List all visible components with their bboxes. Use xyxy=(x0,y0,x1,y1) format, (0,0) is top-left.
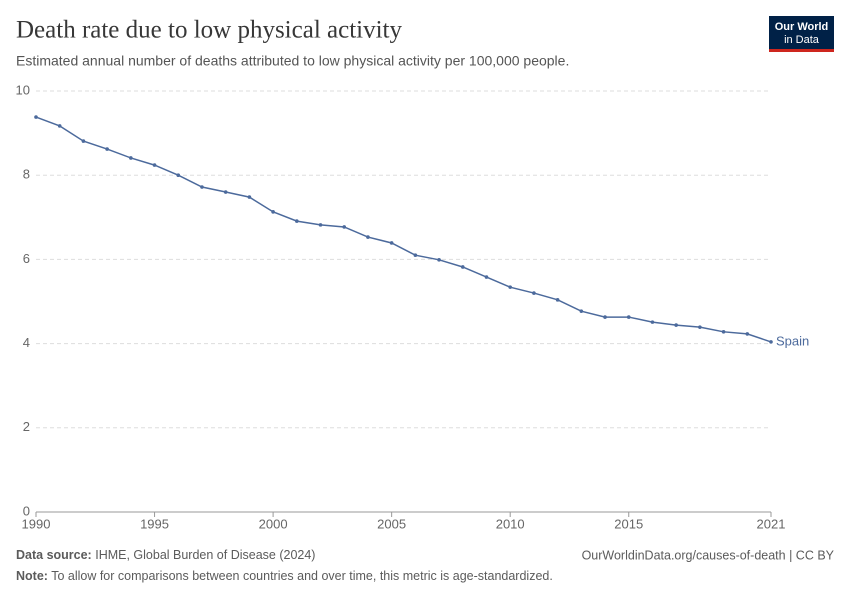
point xyxy=(152,163,157,167)
logo-text: Our World xyxy=(775,21,829,33)
chart-subtitle: Estimated annual number of deaths attrib… xyxy=(16,53,569,69)
point xyxy=(176,173,181,177)
point xyxy=(508,285,512,289)
x-tick-label: 2015 xyxy=(614,516,643,531)
point xyxy=(247,195,252,199)
point xyxy=(769,340,773,344)
series-label: Spain xyxy=(776,333,809,348)
y-tick-label: 4 xyxy=(23,335,30,350)
point xyxy=(295,219,299,223)
x-tick-label: 2021 xyxy=(757,516,786,531)
point xyxy=(105,147,109,151)
point xyxy=(484,275,489,279)
point xyxy=(57,124,62,128)
point xyxy=(698,325,702,329)
x-tick-label: 2000 xyxy=(259,516,288,531)
y-tick-label: 2 xyxy=(23,419,30,434)
point xyxy=(271,210,275,214)
source: Data source: IHME, Global Burden of Dise… xyxy=(16,548,315,562)
point xyxy=(318,223,323,227)
point xyxy=(81,139,86,143)
source-label: Data source: xyxy=(16,548,92,562)
point xyxy=(532,291,536,295)
x-tick-label: 2005 xyxy=(377,516,406,531)
point xyxy=(413,253,418,257)
logo-text: in Data xyxy=(784,34,820,46)
note-text: To allow for comparisons between countri… xyxy=(51,569,553,583)
point xyxy=(437,258,441,262)
x-tick-label: 1990 xyxy=(22,516,51,531)
y-tick-label: 6 xyxy=(23,251,30,266)
note: Note: To allow for comparisons between c… xyxy=(16,569,553,583)
y-tick-label: 8 xyxy=(23,167,30,182)
logo-box xyxy=(769,16,834,52)
y-tick-label: 0 xyxy=(23,503,30,518)
chart-title: Death rate due to low physical activity xyxy=(16,17,402,44)
logo-stripe xyxy=(769,49,834,52)
point xyxy=(650,320,655,324)
note-label: Note: xyxy=(16,569,48,583)
point xyxy=(342,225,347,229)
source-text: IHME, Global Burden of Disease (2024) xyxy=(95,548,315,562)
y-tick-label: 10 xyxy=(16,82,30,97)
point xyxy=(366,235,370,239)
point xyxy=(721,330,726,334)
point xyxy=(626,315,631,319)
point xyxy=(579,309,584,313)
x-tick-label: 2010 xyxy=(496,516,525,531)
point xyxy=(555,298,560,302)
point xyxy=(389,241,394,245)
source-url[interactable]: OurWorldinData.org/causes-of-death | CC … xyxy=(582,548,835,562)
point xyxy=(34,115,38,119)
point xyxy=(129,156,133,160)
point xyxy=(200,185,204,189)
point xyxy=(223,190,228,194)
point xyxy=(674,323,678,327)
line xyxy=(35,116,772,343)
point xyxy=(603,315,607,319)
logo[interactable]: Our World in Data xyxy=(769,16,834,52)
x-tick-label: 1995 xyxy=(140,516,169,531)
point xyxy=(745,332,750,336)
point xyxy=(460,265,465,269)
